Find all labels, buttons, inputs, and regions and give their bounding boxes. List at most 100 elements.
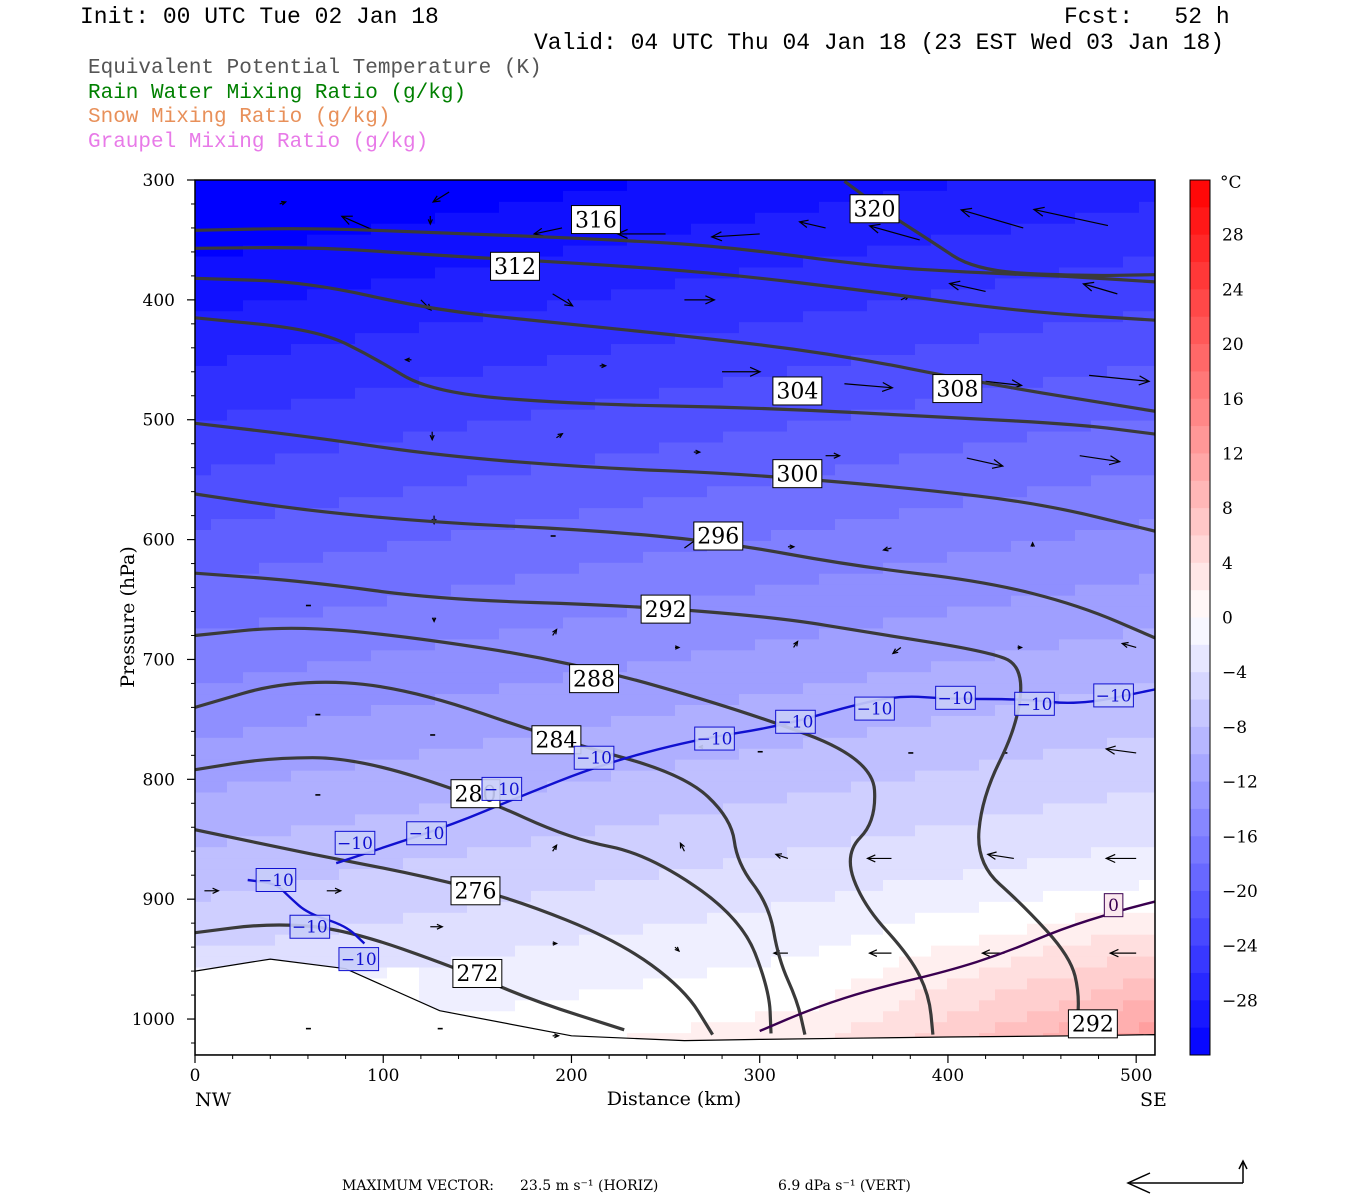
x-axis-label: Distance (km) (607, 1088, 742, 1110)
isotherm-minus10-label: −10 (481, 776, 523, 801)
legend-theta-e: Equivalent Potential Temperature (K) (88, 57, 542, 80)
wind-vector (326, 887, 343, 894)
colorbar-band (1190, 316, 1210, 345)
isotherm-minus10-label: −10 (775, 709, 816, 734)
reference-vector-arrow (1126, 1159, 1248, 1194)
wind-vector (1104, 745, 1137, 755)
wind-vector (674, 946, 681, 953)
colorbar-band (1190, 836, 1210, 865)
isotherm-minus10-label: −10 (854, 696, 895, 721)
theta-e-label-304: 304 (772, 376, 823, 406)
colorbar-band (1190, 180, 1210, 208)
colorbar-tick-label: −16 (1222, 827, 1258, 847)
colorbar-frame (1189, 179, 1211, 1056)
colorbar-band (1190, 726, 1210, 755)
colorbar-band (1190, 863, 1210, 892)
x-tick-label: 300 (743, 1066, 775, 1086)
theta-e-label-272: 272 (452, 958, 503, 988)
colorbar-unit: °C (1220, 173, 1242, 193)
colorbar-tick-label: −8 (1222, 718, 1247, 738)
wind-vector (722, 366, 762, 377)
y-tick-label: 400 (143, 291, 175, 311)
colorbar-band (1190, 644, 1210, 673)
theta-e-contour-280 (195, 756, 773, 1034)
wind-vector (552, 293, 574, 307)
colorbar-tick-label: 12 (1222, 444, 1244, 464)
wind-vector (1089, 374, 1151, 386)
plot-frame (194, 179, 1156, 1056)
x-tick-label: 400 (932, 1066, 964, 1086)
isotherm-minus10-label: −10 (935, 685, 976, 710)
colorbar-tick-label: −20 (1222, 882, 1258, 902)
colorbar-band (1190, 1027, 1210, 1056)
max-vector-horiz: 23.5 m s⁻¹ (HORIZ) (520, 1178, 659, 1194)
wind-vector (684, 295, 716, 305)
isotherm-minus10-label: −10 (694, 726, 735, 751)
y-tick-label: 900 (143, 890, 175, 910)
colorbar-band (1190, 699, 1210, 728)
wind-vector (204, 887, 220, 894)
wind-vector (431, 617, 437, 623)
colorbar-tick-label: −28 (1222, 991, 1258, 1011)
wind-vector (1081, 281, 1118, 295)
wind-vector (431, 191, 450, 203)
theta-e-label-288: 288 (569, 664, 620, 694)
wind-vector (1030, 541, 1035, 547)
wind-vector (679, 841, 685, 852)
x-endpoint-left: NW (195, 1089, 232, 1111)
colorbar-band (1190, 426, 1210, 454)
wind-vector (1079, 455, 1122, 466)
y-tick-label: 600 (143, 531, 175, 551)
legend-snow: Snow Mixing Ratio (g/kg) (88, 106, 391, 129)
theta-e-contour-300 (195, 421, 1155, 533)
colorbar-band (1190, 972, 1210, 1001)
theta-e-contour-292 (195, 571, 1080, 1035)
colorbar-band (1190, 289, 1210, 318)
x-tick-label: 500 (1120, 1066, 1152, 1086)
colorbar-band (1190, 562, 1210, 591)
x-endpoint-right: SE (1140, 1089, 1167, 1111)
colorbar-band (1190, 207, 1210, 236)
wind-vector (882, 546, 892, 552)
wind-vector (787, 544, 796, 550)
init-time: Init: 00 UTC Tue 02 Jan 18 (80, 4, 439, 30)
max-vector-vert: 6.9 dPa s⁻¹ (VERT) (778, 1178, 911, 1194)
x-tick-label: 200 (555, 1066, 587, 1086)
theta-e-label-300: 300 (772, 459, 823, 489)
colorbar-band (1190, 480, 1210, 509)
colorbar-band (1190, 672, 1210, 701)
colorbar-band (1190, 617, 1210, 646)
wind-vector (1017, 645, 1024, 650)
wind-vector (966, 457, 1005, 469)
colorbar-tick-label: −4 (1222, 663, 1247, 683)
wind-vector (552, 628, 558, 636)
isotherm-zero-label: 0 (1103, 893, 1124, 918)
y-tick-label: 800 (143, 770, 175, 790)
colorbar-band (1190, 535, 1210, 564)
wind-vector (891, 646, 902, 655)
wind-vector (868, 223, 920, 241)
y-tick-label: 700 (143, 650, 175, 670)
wind-vector (552, 941, 559, 946)
wind-vector (866, 854, 892, 863)
wind-vector (1120, 641, 1137, 649)
theta-e-label-316: 316 (570, 205, 621, 235)
isotherm-minus10-label: −10 (573, 745, 615, 770)
theta-e-contour-312 (195, 246, 1155, 322)
colorbar-tick-label: 0 (1222, 609, 1233, 629)
theta-e-label-292: 292 (640, 594, 691, 624)
colorbar-band (1190, 1000, 1210, 1029)
wind-vector (793, 640, 799, 648)
legend-graupel: Graupel Mixing Ratio (g/kg) (88, 131, 429, 154)
theta-e-contour-272 (195, 923, 625, 1032)
theta-e-label-320: 320 (849, 194, 900, 224)
colorbar-band (1190, 808, 1210, 837)
y-tick-label: 300 (143, 171, 175, 191)
wind-vector (986, 851, 1014, 860)
colorbar-tick-label: −24 (1222, 937, 1258, 957)
wind-vector (868, 949, 892, 957)
colorbar-band (1190, 508, 1210, 536)
isotherm-minus10-label: −10 (1093, 683, 1134, 708)
colorbar-band (1190, 234, 1210, 263)
